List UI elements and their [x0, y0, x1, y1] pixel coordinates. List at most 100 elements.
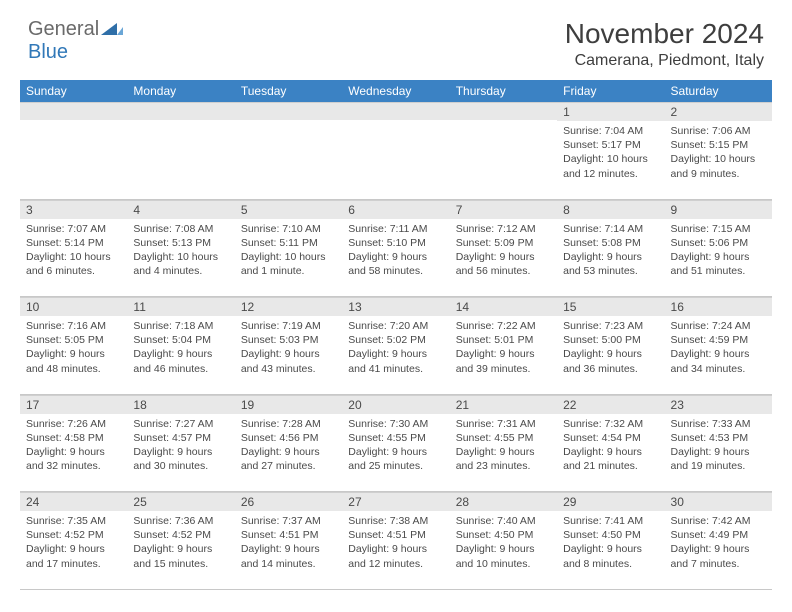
sunrise-line: Sunrise: 7:20 AM: [348, 319, 443, 333]
daylight-line: Daylight: 10 hours and 1 minute.: [241, 250, 336, 278]
day-info: Sunrise: 7:36 AMSunset: 4:52 PMDaylight:…: [127, 511, 234, 577]
daylight-line: Daylight: 9 hours and 51 minutes.: [671, 250, 766, 278]
calendar-cell: 30: [665, 492, 772, 512]
calendar-cell-body: Sunrise: 7:08 AMSunset: 5:13 PMDaylight:…: [127, 219, 234, 297]
daylight-line: Daylight: 9 hours and 12 minutes.: [348, 542, 443, 570]
sunset-line: Sunset: 5:03 PM: [241, 333, 336, 347]
calendar-cell: 6: [342, 199, 449, 219]
calendar-cell: 20: [342, 394, 449, 414]
logo-word2: Blue: [28, 41, 68, 63]
date-number: 23: [665, 395, 772, 414]
day-info: Sunrise: 7:22 AMSunset: 5:01 PMDaylight:…: [450, 316, 557, 382]
calendar-cell: 10: [20, 297, 127, 317]
daylight-line: Daylight: 9 hours and 58 minutes.: [348, 250, 443, 278]
sunset-line: Sunset: 5:08 PM: [563, 236, 658, 250]
day-info: Sunrise: 7:37 AMSunset: 4:51 PMDaylight:…: [235, 511, 342, 577]
daylight-line: Daylight: 9 hours and 27 minutes.: [241, 445, 336, 473]
calendar-cell-body: Sunrise: 7:12 AMSunset: 5:09 PMDaylight:…: [450, 219, 557, 297]
sunset-line: Sunset: 5:05 PM: [26, 333, 121, 347]
logo-mark-icon: [101, 18, 123, 41]
logo: General Blue: [28, 18, 123, 64]
sunset-line: Sunset: 5:06 PM: [671, 236, 766, 250]
empty-band: [342, 102, 449, 120]
day-header: Wednesday: [342, 80, 449, 102]
calendar-cell-body: Sunrise: 7:14 AMSunset: 5:08 PMDaylight:…: [557, 219, 664, 297]
date-number: 27: [342, 492, 449, 511]
day-info: Sunrise: 7:07 AMSunset: 5:14 PMDaylight:…: [20, 219, 127, 285]
date-number: 19: [235, 395, 342, 414]
date-number: 3: [20, 200, 127, 219]
sunrise-line: Sunrise: 7:11 AM: [348, 222, 443, 236]
calendar-cell-body: Sunrise: 7:11 AMSunset: 5:10 PMDaylight:…: [342, 219, 449, 297]
sunset-line: Sunset: 4:51 PM: [348, 528, 443, 542]
month-title: November 2024: [565, 18, 764, 50]
empty-cell: [342, 102, 449, 199]
sunset-line: Sunset: 5:01 PM: [456, 333, 551, 347]
sunset-line: Sunset: 5:04 PM: [133, 333, 228, 347]
date-number: 20: [342, 395, 449, 414]
date-number: 7: [450, 200, 557, 219]
sunset-line: Sunset: 5:11 PM: [241, 236, 336, 250]
calendar-cell-body: Sunrise: 7:33 AMSunset: 4:53 PMDaylight:…: [665, 414, 772, 492]
calendar-cell-body: Sunrise: 7:30 AMSunset: 4:55 PMDaylight:…: [342, 414, 449, 492]
daylight-line: Daylight: 10 hours and 4 minutes.: [133, 250, 228, 278]
calendar-cell-body: Sunrise: 7:36 AMSunset: 4:52 PMDaylight:…: [127, 511, 234, 589]
day-info: Sunrise: 7:33 AMSunset: 4:53 PMDaylight:…: [665, 414, 772, 480]
sunrise-line: Sunrise: 7:18 AM: [133, 319, 228, 333]
daylight-line: Daylight: 10 hours and 9 minutes.: [671, 152, 766, 180]
calendar-cell-body: Sunrise: 7:22 AMSunset: 5:01 PMDaylight:…: [450, 316, 557, 394]
sunset-line: Sunset: 4:59 PM: [671, 333, 766, 347]
sunset-line: Sunset: 4:50 PM: [563, 528, 658, 542]
calendar-cell: 16: [665, 297, 772, 317]
daylight-line: Daylight: 9 hours and 46 minutes.: [133, 347, 228, 375]
daylight-line: Daylight: 9 hours and 8 minutes.: [563, 542, 658, 570]
sunrise-line: Sunrise: 7:38 AM: [348, 514, 443, 528]
date-number: 24: [20, 492, 127, 511]
calendar-cell-body: Sunrise: 7:41 AMSunset: 4:50 PMDaylight:…: [557, 511, 664, 589]
calendar-table: SundayMondayTuesdayWednesdayThursdayFrid…: [20, 80, 772, 590]
date-number: 21: [450, 395, 557, 414]
calendar-cell: 3: [20, 199, 127, 219]
day-info: Sunrise: 7:27 AMSunset: 4:57 PMDaylight:…: [127, 414, 234, 480]
calendar-cell-body: Sunrise: 7:26 AMSunset: 4:58 PMDaylight:…: [20, 414, 127, 492]
sunrise-line: Sunrise: 7:33 AM: [671, 417, 766, 431]
title-block: November 2024 Camerana, Piedmont, Italy: [565, 18, 764, 70]
date-number: 12: [235, 297, 342, 316]
daylight-line: Daylight: 9 hours and 17 minutes.: [26, 542, 121, 570]
daylight-line: Daylight: 10 hours and 6 minutes.: [26, 250, 121, 278]
calendar-cell-body: Sunrise: 7:04 AMSunset: 5:17 PMDaylight:…: [557, 121, 664, 199]
sunrise-line: Sunrise: 7:15 AM: [671, 222, 766, 236]
calendar-cell: 13: [342, 297, 449, 317]
calendar-cell: 7: [450, 199, 557, 219]
day-header: Friday: [557, 80, 664, 102]
sunrise-line: Sunrise: 7:06 AM: [671, 124, 766, 138]
day-info: Sunrise: 7:14 AMSunset: 5:08 PMDaylight:…: [557, 219, 664, 285]
calendar-cell-body: Sunrise: 7:18 AMSunset: 5:04 PMDaylight:…: [127, 316, 234, 394]
sunrise-line: Sunrise: 7:37 AM: [241, 514, 336, 528]
date-number: 11: [127, 297, 234, 316]
calendar-cell: 19: [235, 394, 342, 414]
sunset-line: Sunset: 4:52 PM: [26, 528, 121, 542]
sunset-line: Sunset: 5:02 PM: [348, 333, 443, 347]
date-number: 5: [235, 200, 342, 219]
calendar-cell: 14: [450, 297, 557, 317]
calendar-cell-body: Sunrise: 7:06 AMSunset: 5:15 PMDaylight:…: [665, 121, 772, 199]
calendar-cell-body: Sunrise: 7:28 AMSunset: 4:56 PMDaylight:…: [235, 414, 342, 492]
sunset-line: Sunset: 4:57 PM: [133, 431, 228, 445]
day-header: Monday: [127, 80, 234, 102]
day-info: Sunrise: 7:32 AMSunset: 4:54 PMDaylight:…: [557, 414, 664, 480]
calendar-cell-body: Sunrise: 7:24 AMSunset: 4:59 PMDaylight:…: [665, 316, 772, 394]
calendar-cell: 5: [235, 199, 342, 219]
sunrise-line: Sunrise: 7:22 AM: [456, 319, 551, 333]
daylight-line: Daylight: 9 hours and 15 minutes.: [133, 542, 228, 570]
day-header: Saturday: [665, 80, 772, 102]
sunrise-line: Sunrise: 7:41 AM: [563, 514, 658, 528]
calendar-cell-body: Sunrise: 7:20 AMSunset: 5:02 PMDaylight:…: [342, 316, 449, 394]
daylight-line: Daylight: 9 hours and 14 minutes.: [241, 542, 336, 570]
sunrise-line: Sunrise: 7:27 AM: [133, 417, 228, 431]
sunset-line: Sunset: 4:51 PM: [241, 528, 336, 542]
sunset-line: Sunset: 5:09 PM: [456, 236, 551, 250]
sunrise-line: Sunrise: 7:42 AM: [671, 514, 766, 528]
daylight-line: Daylight: 9 hours and 19 minutes.: [671, 445, 766, 473]
daylight-line: Daylight: 9 hours and 10 minutes.: [456, 542, 551, 570]
